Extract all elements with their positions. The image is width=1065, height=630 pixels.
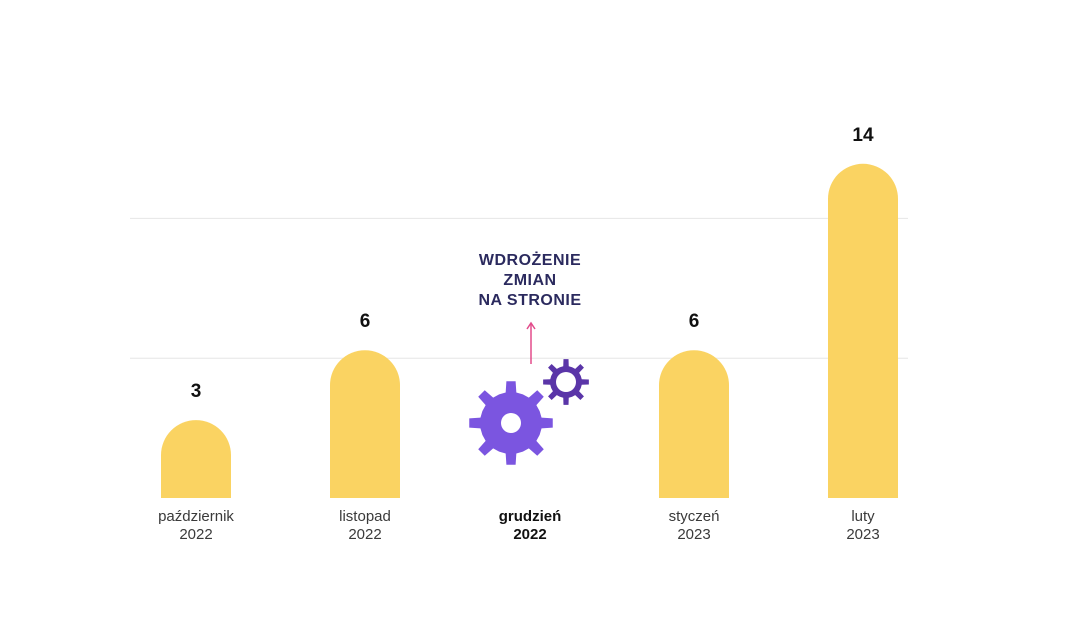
category-label-4-year: 2023 <box>846 526 879 543</box>
annotation-line-2: ZMIAN <box>503 272 556 289</box>
value-labels: 3 6 6 14 <box>191 125 874 402</box>
category-labels: październik2022listopad2022grudzień2022s… <box>158 508 880 543</box>
value-label-0: 3 <box>191 381 202 402</box>
gears-icon <box>469 359 589 465</box>
bar-3 <box>659 350 729 498</box>
category-label-2-year: 2022 <box>513 526 546 543</box>
value-label-1: 6 <box>360 311 371 332</box>
category-label-3-year: 2023 <box>677 526 710 543</box>
gridlines <box>130 217 908 359</box>
bars <box>161 163 898 498</box>
category-label-2-month: grudzień <box>499 508 562 525</box>
gear-large-icon <box>469 381 553 465</box>
annotation-arrow <box>526 321 536 364</box>
value-label-3: 6 <box>689 311 700 332</box>
gear-small-icon <box>543 359 589 405</box>
value-label-4: 14 <box>852 125 874 146</box>
bar-0 <box>161 420 231 498</box>
category-label-3-month: styczeń <box>669 508 720 525</box>
category-label-1-year: 2022 <box>348 526 381 543</box>
annotation-line-1: WDROŻENIE <box>479 251 581 269</box>
annotation-line-3: NA STRONIE <box>478 292 581 309</box>
category-label-1-month: listopad <box>339 508 391 525</box>
category-label-0-year: 2022 <box>179 526 212 543</box>
bar-1 <box>330 350 400 498</box>
category-label-0-month: październik <box>158 508 234 525</box>
category-label-4-month: luty <box>851 508 875 525</box>
annotation: WDROŻENIE ZMIAN NA STRONIE <box>469 251 589 465</box>
bar-4 <box>828 163 898 498</box>
